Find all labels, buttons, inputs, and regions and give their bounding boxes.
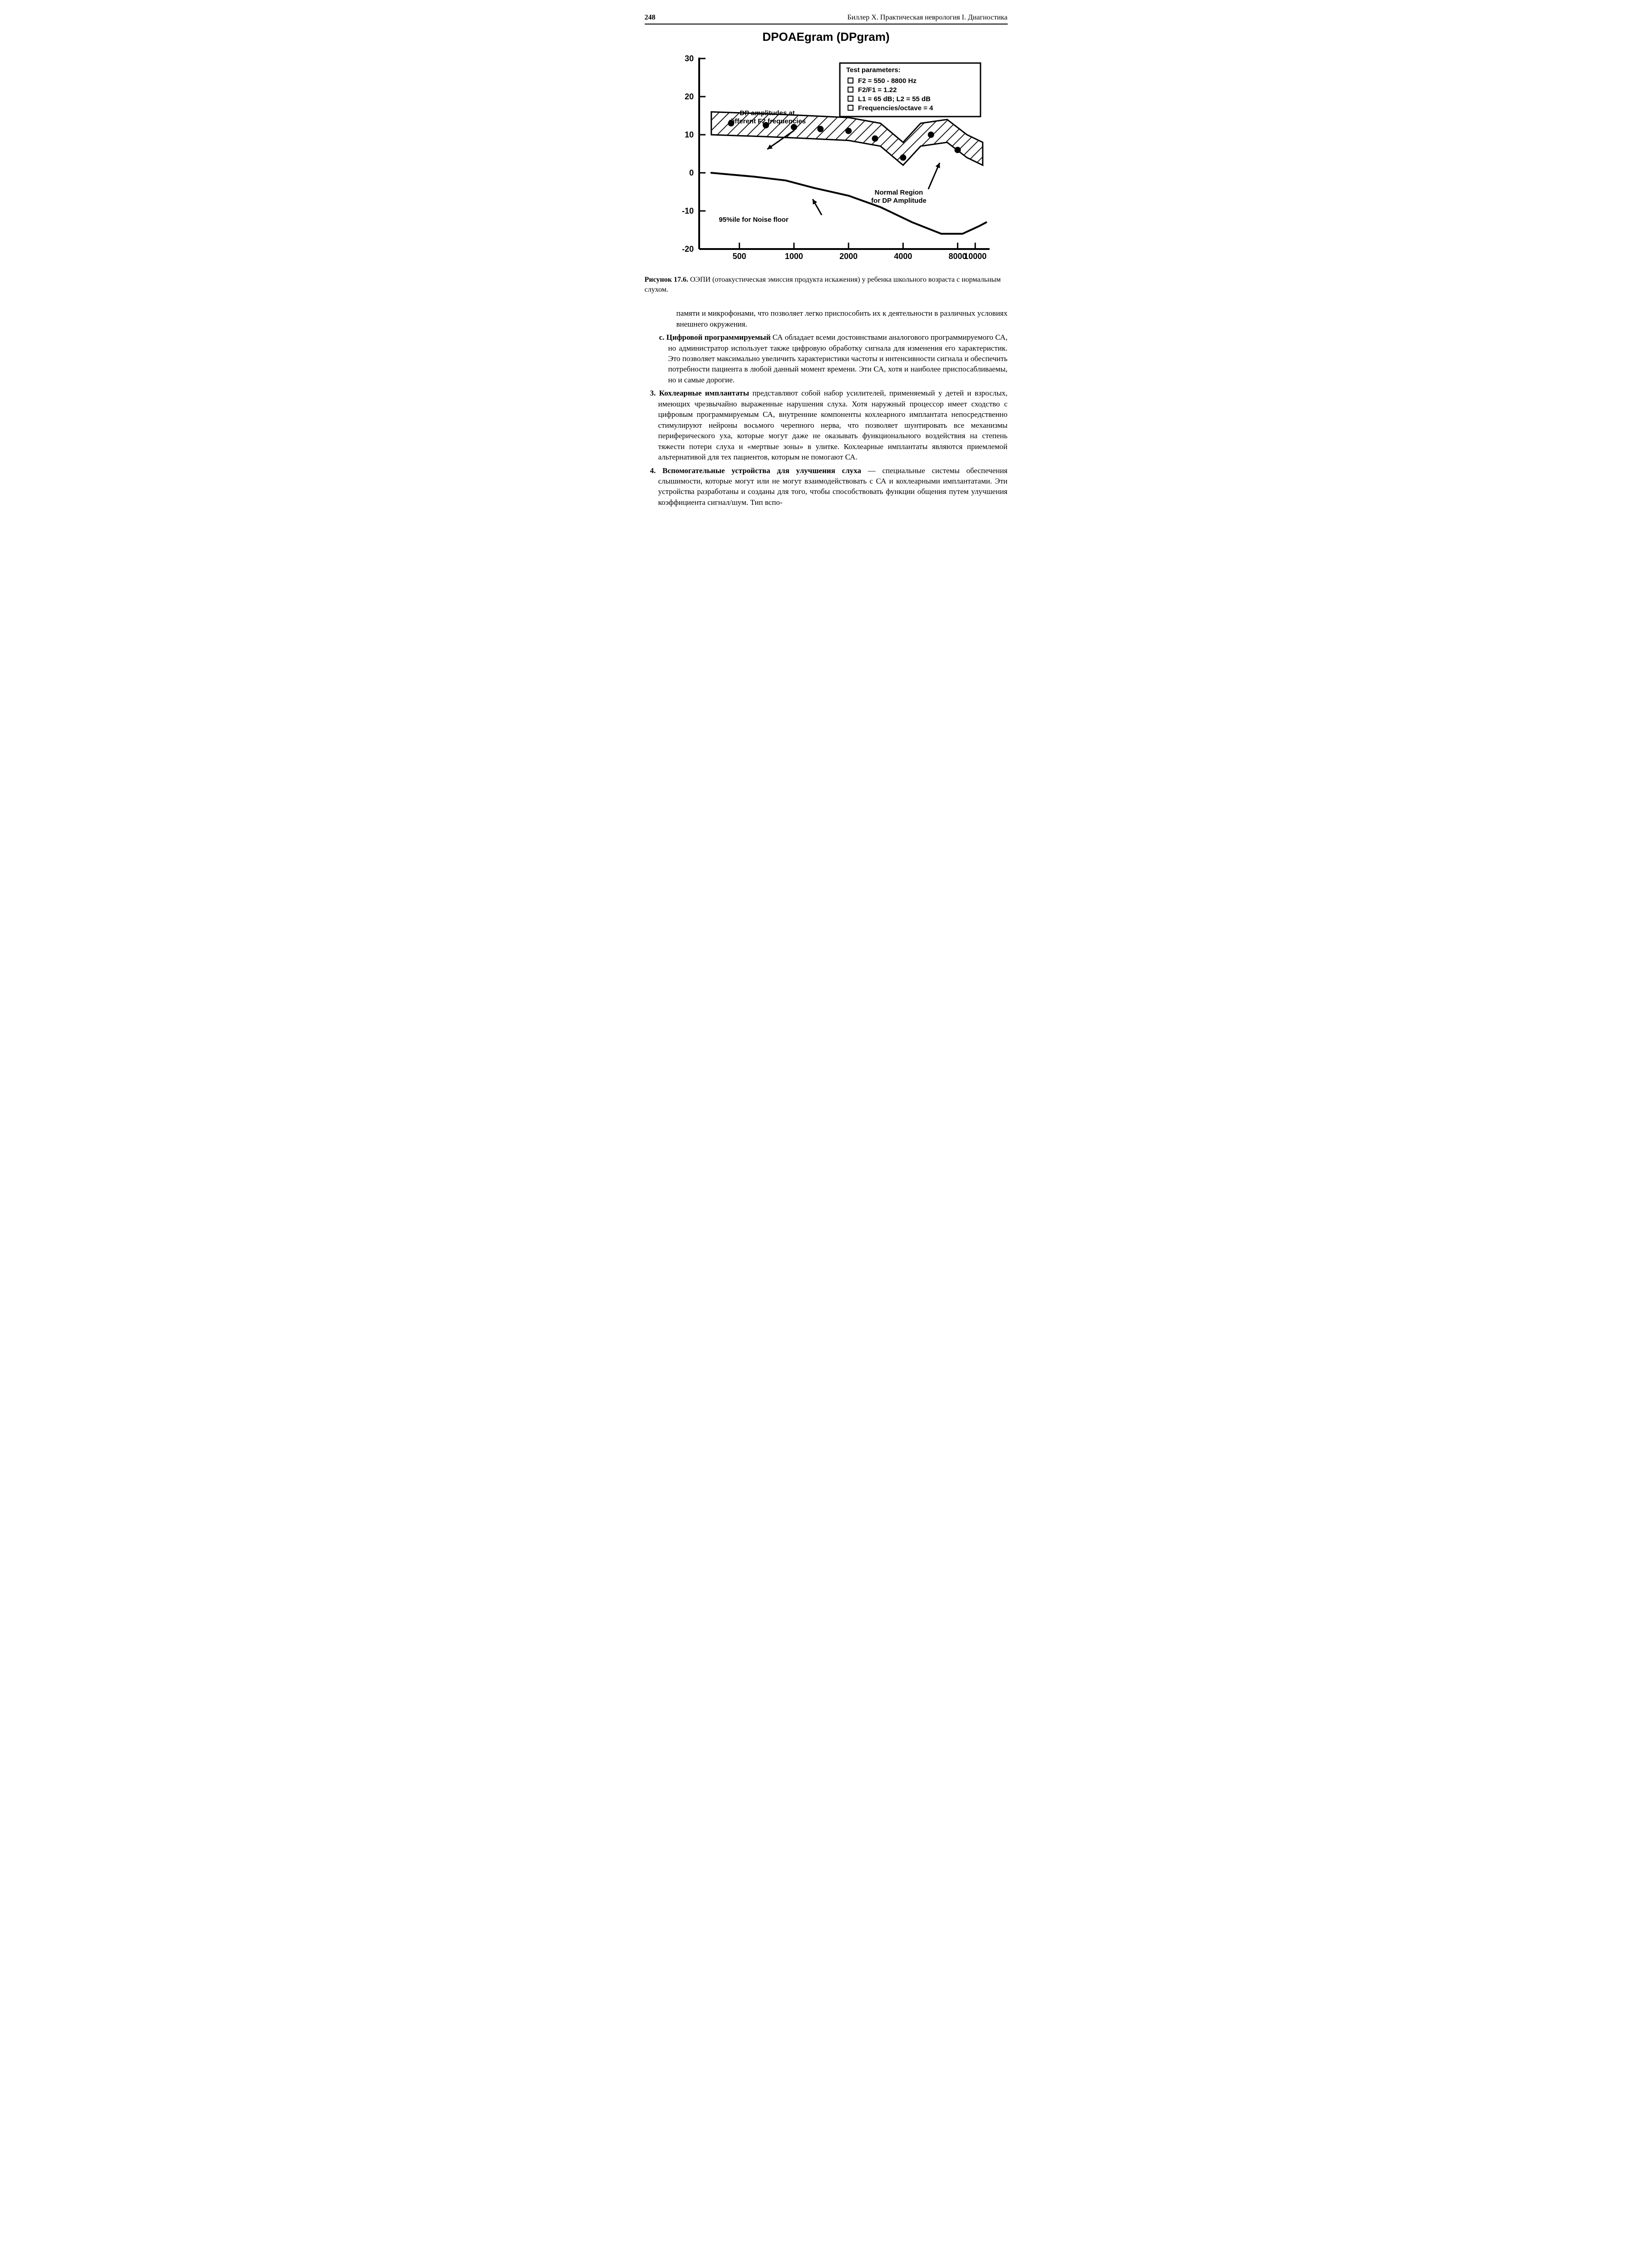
svg-text:different F2 frequencies: different F2 frequencies xyxy=(728,117,805,125)
chart-svg: -20-100102030500100020004000800010000DP … xyxy=(658,49,994,267)
svg-text:F2 = 550 - 8800 Hz: F2 = 550 - 8800 Hz xyxy=(858,77,917,85)
item-3-text: представляют собой набор усилителей, при… xyxy=(658,389,1008,461)
page-number: 248 xyxy=(645,14,656,22)
svg-text:95%ile for Noise floor: 95%ile for Noise floor xyxy=(719,216,789,224)
svg-text:1000: 1000 xyxy=(784,252,803,261)
body-text: памяти и микрофонами, что позволяет легк… xyxy=(645,308,1008,508)
svg-text:30: 30 xyxy=(684,54,693,63)
item-3-bold: Кохлеарные имплантаты xyxy=(659,389,749,397)
list-item-4: 4. Вспомогательные устройства для улучше… xyxy=(645,465,1008,508)
svg-text:-20: -20 xyxy=(681,244,693,254)
svg-text:20: 20 xyxy=(684,92,693,101)
running-header: 248 Биллер Х. Практическая неврология I.… xyxy=(645,14,1008,24)
list-item-c: c. Цифровой программируемый СА обладает … xyxy=(645,332,1008,385)
svg-text:Normal Region: Normal Region xyxy=(874,189,923,196)
item-3-label: 3. xyxy=(650,389,656,397)
svg-text:0: 0 xyxy=(689,168,693,177)
running-head-text: Биллер Х. Практическая неврология I. Диа… xyxy=(848,14,1008,22)
svg-text:4000: 4000 xyxy=(894,252,912,261)
svg-text:L1 = 65 dB; L2 = 55 dB: L1 = 65 dB; L2 = 55 dB xyxy=(858,95,931,103)
svg-text:F2/F1 = 1.22: F2/F1 = 1.22 xyxy=(858,86,897,94)
svg-text:for DP Amplitude: for DP Amplitude xyxy=(871,197,926,205)
svg-text:10000: 10000 xyxy=(964,252,986,261)
item-4-bold: Вспомогательные устройства для улучшения… xyxy=(662,466,861,475)
svg-text:10: 10 xyxy=(684,130,693,139)
dpoae-chart: -20-100102030500100020004000800010000DP … xyxy=(658,49,994,269)
page: 248 Биллер Х. Практическая неврология I.… xyxy=(622,0,1030,533)
caption-text: ОЭПИ (отоакустическая эмиссия продукта и… xyxy=(645,276,1001,293)
svg-text:-10: -10 xyxy=(681,206,693,215)
item-4-label: 4. xyxy=(650,466,656,475)
figure-caption: Рисунок 17.6. ОЭПИ (отоакустическая эмис… xyxy=(645,275,1008,294)
svg-text:500: 500 xyxy=(732,252,746,261)
svg-text:2000: 2000 xyxy=(839,252,858,261)
svg-text:Frequencies/octave = 4: Frequencies/octave = 4 xyxy=(858,104,933,112)
caption-label: Рисунок 17.6. xyxy=(645,276,688,284)
chart-title: DPOAEgram (DPgram) xyxy=(645,30,1008,44)
item-c-bold: Цифровой программируемый xyxy=(667,333,771,342)
svg-text:Test parameters:: Test parameters: xyxy=(846,66,901,74)
svg-text:DP amplitudes at: DP amplitudes at xyxy=(740,109,794,117)
continuation-paragraph: памяти и микрофонами, что позволяет легк… xyxy=(645,308,1008,329)
item-c-label: c. xyxy=(659,333,665,342)
list-item-3: 3. Кохлеарные имплантаты представляют со… xyxy=(645,388,1008,462)
